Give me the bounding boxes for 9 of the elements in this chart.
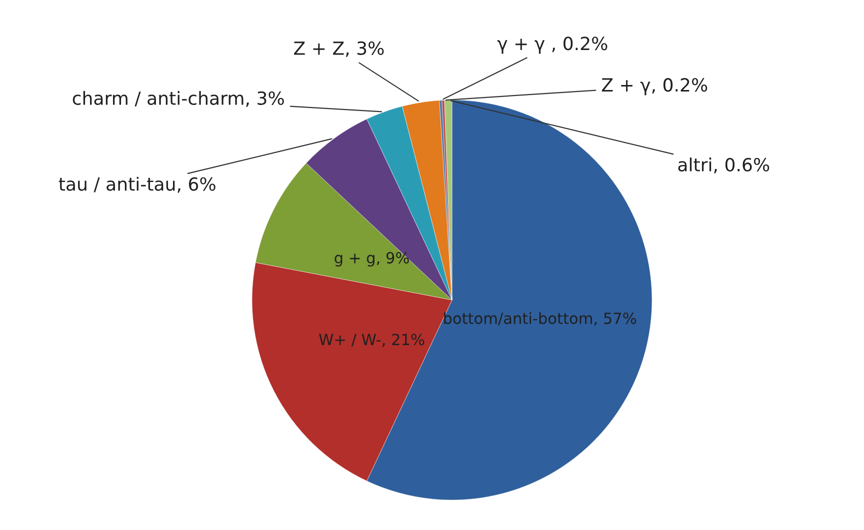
slice-label: tau / anti-tau, 6% <box>58 176 216 193</box>
slice-label: Z + Z, 3% <box>294 41 384 57</box>
slice-label: γ + γ , 0.2% <box>497 36 608 54</box>
slice-label: charm / anti-charm, 3% <box>72 91 284 107</box>
slice-label: W+ / W-, 21% <box>319 334 424 347</box>
slice-label: Z + γ, 0.2% <box>602 78 708 96</box>
slice-label: g + g, 9% <box>334 252 409 267</box>
slice-label: bottom/anti-bottom, 57% <box>444 312 636 326</box>
slice-label: altri, 0.6% <box>678 158 770 174</box>
